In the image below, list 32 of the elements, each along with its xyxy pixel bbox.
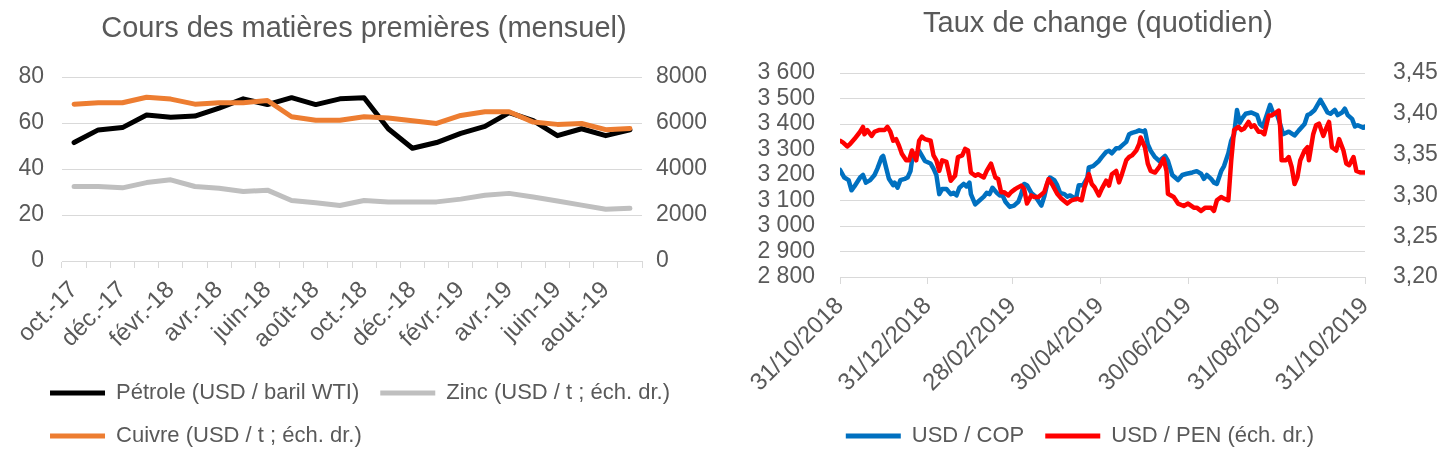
y2-tick-label: 0 bbox=[656, 246, 669, 273]
y2-tick-label: 3,45 bbox=[1393, 58, 1438, 85]
legend-label: Cuivre (USD / t ; éch. dr.) bbox=[116, 422, 362, 448]
legend-label: USD / COP bbox=[911, 422, 1025, 448]
y-tick-label: 3 000 bbox=[757, 211, 815, 238]
chart-title: Cours des matières premières (mensuel) bbox=[101, 10, 627, 44]
y-tick-label: 0 bbox=[31, 246, 44, 273]
y-tick-label: 3 100 bbox=[757, 185, 815, 212]
y2-tick-label: 3,30 bbox=[1393, 180, 1438, 207]
y2-tick-label: 3,35 bbox=[1393, 139, 1438, 166]
y2-tick-label: 6000 bbox=[656, 108, 708, 135]
y2-tick-label: 3,25 bbox=[1393, 221, 1438, 248]
y2-tick-label: 2000 bbox=[656, 200, 708, 227]
chart-title: Taux de change (quotidien) bbox=[923, 5, 1273, 39]
legend-label: Zinc (USD / t ; éch. dr.) bbox=[446, 379, 670, 405]
y-tick-label: 20 bbox=[18, 200, 44, 227]
y-tick-label: 2 900 bbox=[757, 236, 815, 263]
y-tick-label: 3 600 bbox=[757, 58, 815, 85]
y-tick-label: 40 bbox=[18, 154, 44, 181]
y-tick-label: 3 200 bbox=[757, 160, 815, 187]
y-tick-label: 3 300 bbox=[757, 134, 815, 161]
y-tick-label: 80 bbox=[18, 62, 44, 89]
y-tick-label: 3 400 bbox=[757, 109, 815, 136]
legend-label: Pétrole (USD / baril WTI) bbox=[116, 379, 360, 405]
y2-tick-label: 3,20 bbox=[1393, 262, 1438, 289]
y-tick-label: 60 bbox=[18, 108, 44, 135]
y2-tick-label: 3,40 bbox=[1393, 99, 1438, 126]
y-tick-label: 3 500 bbox=[757, 83, 815, 110]
y2-tick-label: 4000 bbox=[656, 154, 708, 181]
y2-tick-label: 8000 bbox=[656, 62, 708, 89]
legend-label: USD / PEN (éch. dr.) bbox=[1111, 422, 1315, 448]
y-tick-label: 2 800 bbox=[757, 262, 815, 289]
